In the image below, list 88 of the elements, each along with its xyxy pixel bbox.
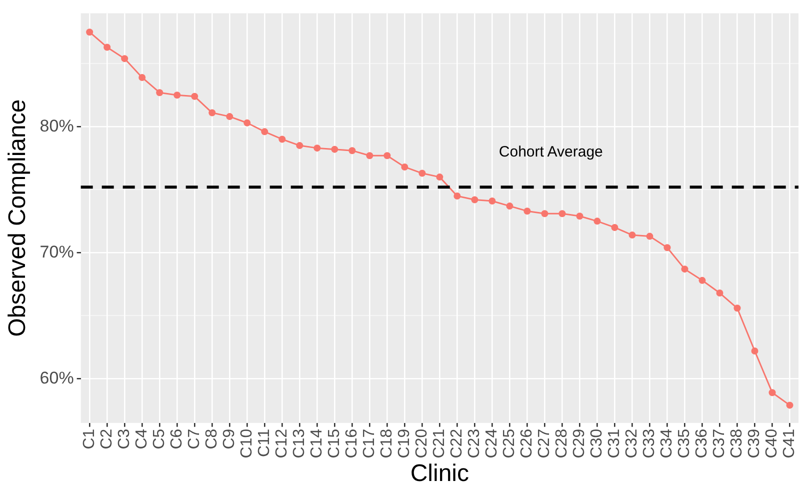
point <box>156 89 164 96</box>
point <box>104 44 111 51</box>
x-tick-label: C26 <box>518 428 536 458</box>
x-tick-label: C30 <box>588 428 606 458</box>
x-tick-label: C28 <box>554 428 571 458</box>
x-tick-label: C34 <box>658 428 676 458</box>
point <box>768 389 776 396</box>
point <box>191 92 198 100</box>
x-tick-label: C29 <box>571 428 588 458</box>
point <box>541 210 548 218</box>
y-tick-label: 80% <box>40 116 74 136</box>
point <box>261 128 268 136</box>
x-tick-label: C19 <box>396 428 414 458</box>
point <box>314 144 321 152</box>
point <box>454 192 461 200</box>
point <box>488 198 496 205</box>
x-tick-label: C25 <box>501 428 518 458</box>
point <box>576 212 584 220</box>
y-axis-title: Observed Compliance <box>4 99 32 337</box>
x-tick-label: C15 <box>326 428 344 458</box>
point <box>226 113 234 120</box>
point <box>471 196 478 204</box>
point <box>646 232 654 240</box>
point <box>331 146 338 153</box>
point <box>716 290 724 297</box>
point <box>401 163 408 170</box>
point <box>418 170 426 177</box>
x-tick-label: C7 <box>186 428 204 450</box>
x-tick-label: C40 <box>764 428 781 458</box>
point <box>594 218 601 225</box>
x-tick-label: C27 <box>536 428 554 458</box>
point <box>436 174 444 181</box>
x-tick-label: C5 <box>151 428 168 450</box>
point <box>786 402 794 409</box>
x-axis-title: Clinic <box>410 460 470 488</box>
point <box>664 244 671 252</box>
x-tick-label: C2 <box>98 428 116 450</box>
x-tick-label: C11 <box>256 428 274 458</box>
point <box>681 266 688 273</box>
x-tick-label: C39 <box>746 428 764 458</box>
x-tick-label: C36 <box>694 428 711 458</box>
x-tick-label: C9 <box>221 428 238 450</box>
x-tick-label: C1 <box>80 428 98 450</box>
y-tick-label: 60% <box>40 368 74 388</box>
x-tick-label: C38 <box>728 428 746 458</box>
y-tick-label: 70% <box>40 242 74 262</box>
x-tick-label: C13 <box>291 428 308 458</box>
x-tick-label: C16 <box>344 428 361 458</box>
point <box>86 28 94 36</box>
x-tick-label: C21 <box>431 428 448 458</box>
point <box>628 232 636 239</box>
point <box>121 55 128 62</box>
x-tick-label: C32 <box>624 428 641 458</box>
point <box>506 202 514 210</box>
point <box>278 136 286 143</box>
x-tick-label: C12 <box>274 428 291 458</box>
x-tick-label: C23 <box>466 428 484 458</box>
point <box>348 147 356 154</box>
point <box>366 152 374 160</box>
x-tick-label: C6 <box>168 428 186 450</box>
x-tick-label: C33 <box>641 428 658 458</box>
point <box>734 304 741 312</box>
x-tick-label: C14 <box>308 428 326 458</box>
x-tick-label: C35 <box>676 428 694 458</box>
x-tick-label: C18 <box>378 428 396 458</box>
point <box>698 276 706 284</box>
x-tick-label: C22 <box>448 428 466 458</box>
point <box>208 109 216 116</box>
x-tick-label: C31 <box>606 428 624 458</box>
x-tick-label: C20 <box>414 428 431 458</box>
x-tick-label: C3 <box>116 428 133 450</box>
point <box>384 152 391 160</box>
point <box>558 210 566 218</box>
x-tick-label: C17 <box>361 428 378 458</box>
point <box>611 224 618 231</box>
x-tick-label: C10 <box>238 428 256 458</box>
ref-line-label: Cohort Average <box>498 143 603 160</box>
point <box>138 74 146 81</box>
point <box>751 348 758 355</box>
x-tick-label: C41 <box>781 428 798 458</box>
x-tick-label: C8 <box>204 428 221 450</box>
x-tick-label: C4 <box>133 428 150 450</box>
point <box>296 142 304 150</box>
point <box>244 119 251 126</box>
point <box>524 208 531 215</box>
x-tick-label: C24 <box>484 428 501 458</box>
point <box>174 92 181 99</box>
x-tick-label: C37 <box>711 428 728 458</box>
